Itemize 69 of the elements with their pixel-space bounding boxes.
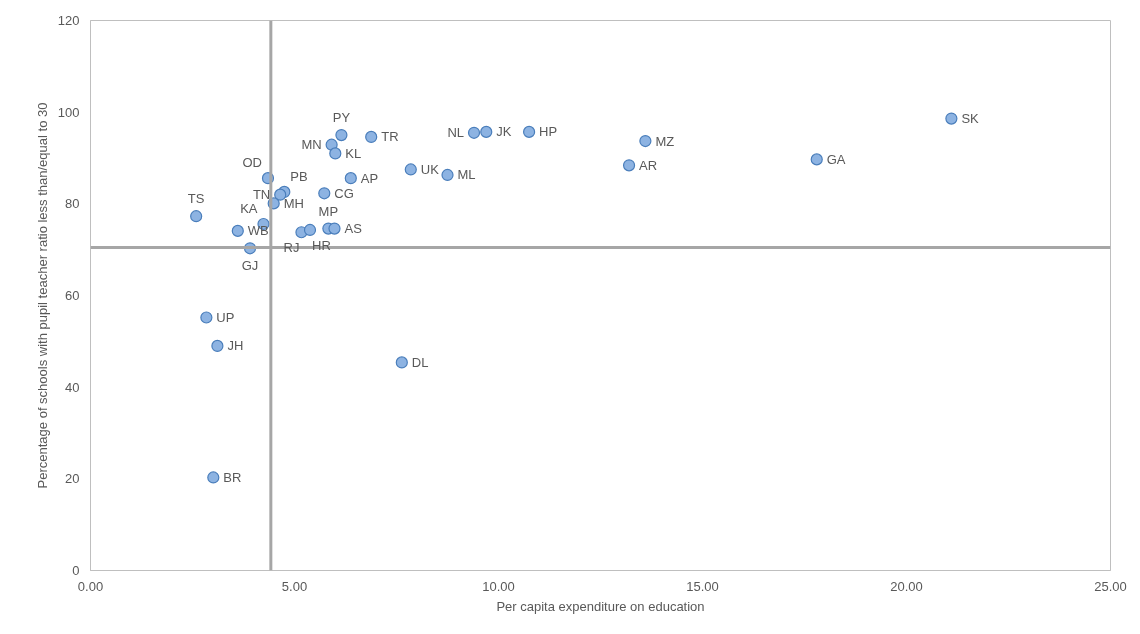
point: [639, 134, 652, 148]
y-tick-label: 0: [72, 563, 80, 578]
annotation: MZ: [655, 133, 675, 149]
point: [344, 172, 357, 185]
point: [190, 210, 203, 223]
point: [395, 356, 408, 369]
point: [945, 112, 958, 125]
annotation: JK: [496, 124, 512, 140]
annotation: GA: [826, 151, 846, 167]
annotation: AS: [344, 221, 363, 237]
annotation: UK: [420, 161, 440, 177]
annotation: GJ: [241, 258, 259, 274]
annotation: OD: [242, 155, 262, 171]
annotation: MH: [283, 195, 304, 211]
annotation: UP: [216, 310, 235, 325]
y-tick-label: 20: [65, 471, 80, 487]
annotation: ML: [457, 167, 476, 183]
annotation: RJ: [283, 240, 300, 256]
annotation: MN: [301, 137, 322, 153]
annotation: WB: [247, 223, 269, 239]
point: [318, 187, 331, 200]
point: [810, 153, 823, 166]
annotation: TR: [381, 129, 399, 145]
point: [335, 128, 348, 142]
annotation: PY: [332, 110, 351, 126]
annotation: AR: [639, 157, 658, 173]
annotation: BR: [223, 469, 242, 485]
point: [365, 130, 378, 144]
point: [467, 126, 481, 139]
x-axis-title: Per capita expenditure on education: [496, 598, 705, 614]
point: [622, 159, 636, 172]
point: [207, 471, 220, 484]
x-tick-label: 20.00: [890, 578, 923, 594]
x-tick-label: 10.00: [482, 578, 515, 594]
point: [211, 339, 224, 353]
point: [329, 147, 342, 160]
annotation: KL: [345, 145, 362, 161]
point: [328, 222, 341, 235]
point: [480, 125, 493, 138]
x-tick-label: 15.00: [686, 578, 719, 594]
annotation: TN: [252, 187, 271, 203]
annotation: AP: [360, 170, 379, 186]
x-tick-label: 0.00: [77, 578, 104, 594]
point: [441, 168, 454, 182]
annotation: PB: [290, 168, 308, 184]
annotation: HP: [539, 124, 558, 140]
annotation: JH: [227, 338, 244, 354]
y-tick-label: 100: [57, 104, 80, 120]
point: [274, 188, 287, 201]
x-tick-label: 5.00: [281, 578, 308, 594]
annotation: SK: [961, 111, 980, 127]
annotation: KA: [240, 201, 258, 216]
point: [231, 224, 244, 237]
annotation: DL: [411, 354, 429, 370]
annotation: HR: [312, 237, 331, 253]
annotation: TS: [187, 191, 205, 207]
point: [303, 223, 317, 237]
y-tick-label: 60: [65, 288, 80, 303]
annotation: MP: [318, 203, 339, 219]
point: [404, 163, 417, 176]
point: [523, 125, 536, 138]
y-axis-title: Percentage of schools with pupil teacher ratio less than/equal to 30: [34, 102, 50, 489]
x-tick-label: 25.00: [1094, 578, 1127, 594]
annotation: CG: [334, 185, 354, 201]
y-tick-label: 120: [57, 13, 80, 28]
annotation: NL: [447, 125, 465, 141]
point: [200, 311, 213, 324]
y-tick-label: 80: [65, 196, 80, 212]
y-tick-label: 40: [65, 379, 80, 395]
